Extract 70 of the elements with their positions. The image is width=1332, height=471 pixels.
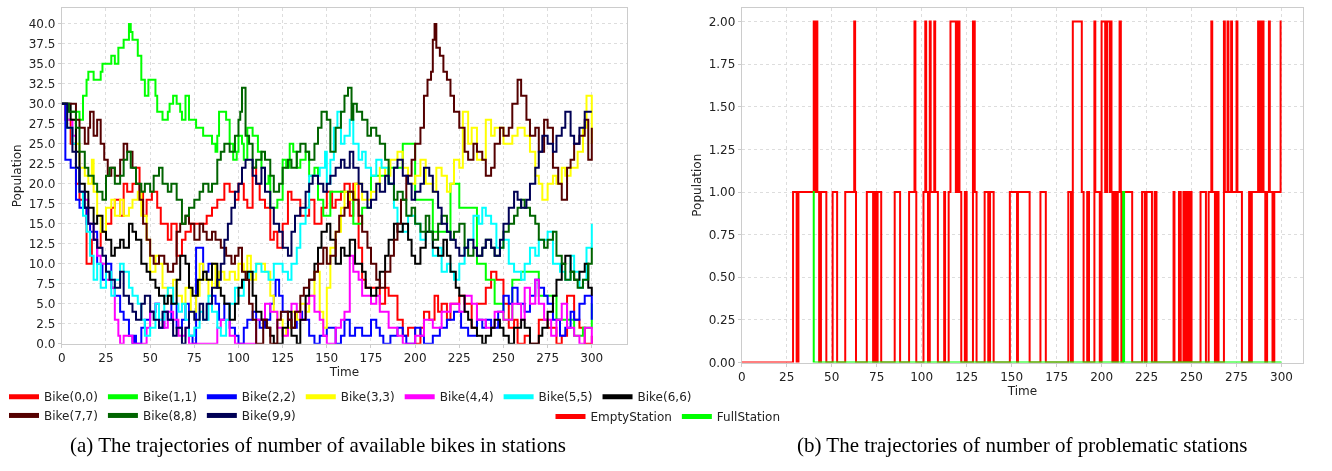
y-tick-label: 1.00 [708,185,736,200]
y-axis-title: Population [689,153,704,217]
legend-label: Bike(3,3) [340,390,395,405]
x-tick-label: 75 [869,369,885,384]
x-tick-label: 300 [580,351,604,366]
legend-label: Bike(2,2) [241,390,296,405]
y-axis-title: Population [10,144,25,208]
x-tick-label: 0 [737,369,746,384]
x-tick-label: 150 [1000,369,1024,384]
y-tick-label: 22.5 [28,157,56,172]
legend-label: EmptyStation [590,410,672,425]
legend-label: Bike(6,6) [637,390,692,405]
x-tick-label: 100 [910,369,934,384]
legend-label: Bike(5,5) [538,390,593,405]
legend-label: Bike(4,4) [439,390,494,405]
y-tick-label: 30.0 [28,97,56,112]
y-tick-label: 12.5 [28,237,56,252]
y-tick-label: 25.0 [28,137,56,152]
x-tick-label: 0 [58,351,66,366]
x-tick-label: 275 [1225,369,1248,384]
x-tick-label: 200 [1090,369,1114,384]
y-tick-label: 0.25 [708,313,736,328]
y-tick-label: 1.75 [708,57,736,72]
x-tick-label: 175 [1045,369,1069,384]
x-tick-label: 200 [403,351,427,366]
x-tick-label: 275 [536,351,560,366]
y-tick-label: 1.50 [708,99,736,114]
x-tick-label: 150 [315,351,339,366]
y-tick-label: 0.50 [708,270,736,285]
x-tick-label: 125 [955,369,979,384]
y-tick-label: 27.5 [28,117,56,132]
y-tick-label: 0.00 [708,355,736,370]
x-tick-label: 250 [1180,369,1203,384]
y-tick-label: 10.0 [28,257,56,272]
x-tick-label: 175 [359,351,383,366]
legend-label: Bike(1,1) [142,390,197,405]
text: (a) The trajectories of number of available bikes in stations [70,433,566,457]
x-tick-label: 225 [1135,369,1159,384]
y-tick-label: 15.0 [28,217,56,232]
y-tick-label: 17.5 [28,197,56,212]
x-tick-label: 250 [492,351,515,366]
y-tick-label: 0.75 [708,227,736,242]
y-tick-label: 7.5 [36,277,56,292]
x-tick-label: 300 [1270,369,1293,384]
x-tick-label: 225 [447,351,471,366]
x-tick-label: 25 [779,369,795,384]
legend-label: Bike(9,9) [241,409,296,424]
y-tick-label: 32.5 [28,77,56,92]
y-tick-label: 2.00 [708,14,736,29]
y-tick-label: 2.5 [36,317,56,332]
text: (b) The trajectories of number of problematic stations [797,433,1248,457]
x-tick-label: 125 [271,351,295,366]
x-tick-label: 50 [142,351,158,366]
legend-label: Bike(7,7) [44,409,98,424]
x-axis-title: Time [1006,383,1038,398]
x-tick-label: 75 [186,351,202,366]
x-tick-label: 25 [98,351,114,366]
y-tick-label: 1.25 [708,142,736,157]
y-tick-label: 37.5 [28,37,56,52]
legend-label: Bike(0,0) [44,390,98,405]
x-tick-label: 50 [824,369,840,384]
legend-label: FullStation [716,410,781,425]
legend-label: Bike(8,8) [142,409,197,424]
x-tick-label: 100 [227,351,250,366]
y-tick-label: 0.0 [36,337,56,352]
y-tick-label: 5.0 [36,297,56,312]
x-axis-title: Time [328,365,360,380]
y-tick-label: 40.0 [28,17,56,32]
y-tick-label: 35.0 [28,57,56,72]
y-tick-label: 20.0 [28,177,56,192]
